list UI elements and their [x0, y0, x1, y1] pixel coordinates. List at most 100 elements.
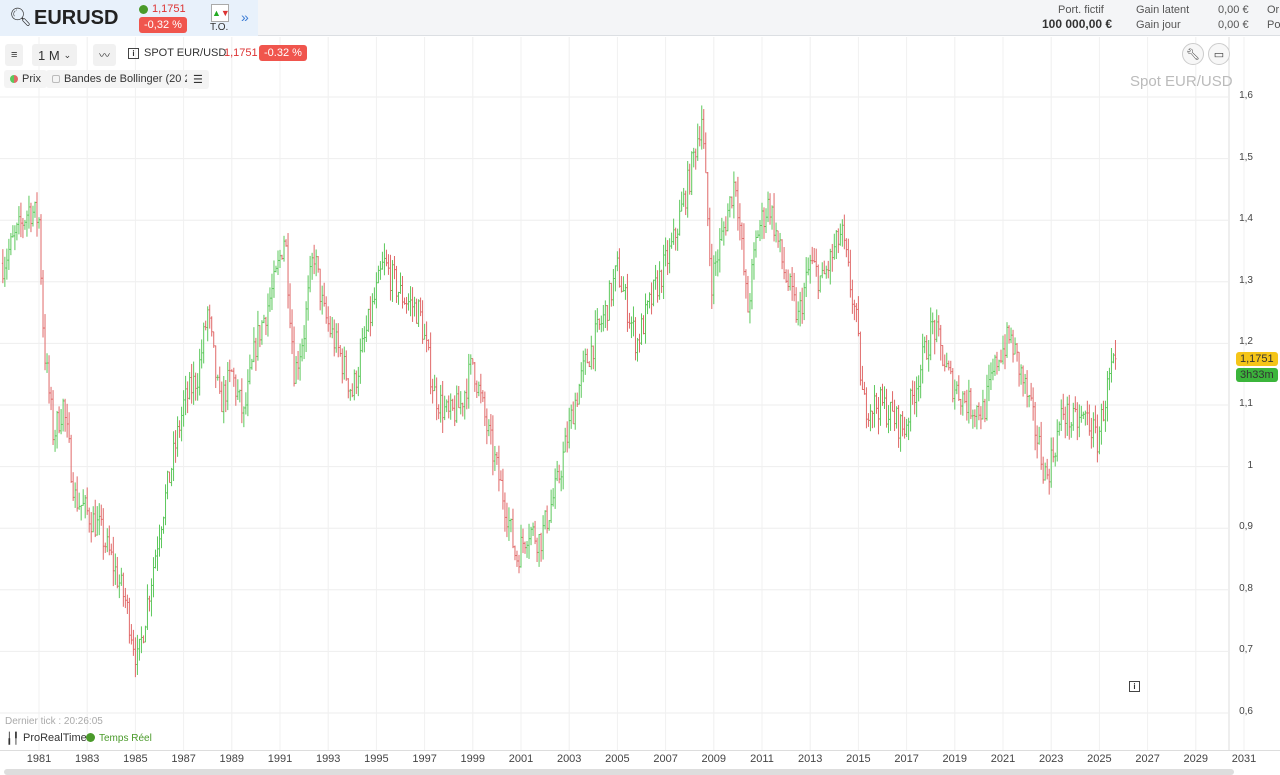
horizontal-scrollbar[interactable]	[4, 769, 1234, 775]
orders-label[interactable]: Or	[1267, 4, 1280, 16]
ohlc-bar-up	[989, 362, 992, 390]
last-tick: Dernier tick : 20:26:05	[5, 716, 103, 727]
ohlc-bar-down	[212, 331, 215, 348]
ohlc-bar-down	[656, 270, 659, 303]
ohlc-bar-down	[1030, 382, 1033, 401]
ohlc-bar-down	[881, 383, 884, 406]
to-label[interactable]: T.O.	[210, 22, 229, 33]
ohlc-bar-down	[122, 572, 125, 607]
y-tick-label: 1,6	[1239, 90, 1253, 101]
search-icon[interactable]: 🔍︎	[9, 7, 32, 27]
ohlc-bar-down	[214, 345, 217, 389]
ohlc-bar-up	[96, 506, 99, 536]
ohlc-bar-down	[395, 265, 398, 303]
symbol-name[interactable]: EURUSD	[34, 7, 119, 29]
ohlc-bar-down	[194, 372, 197, 401]
ohlc-bar-up	[60, 409, 63, 435]
ohlc-bar-up	[630, 316, 633, 339]
symbol-panel[interactable]: 🔍︎ EURUSD 1,1751 -0,32 % ▲▼ T.O. »	[0, 0, 258, 36]
ohlc-bar-down	[435, 377, 438, 421]
x-tick-label: 1999	[460, 753, 486, 765]
ohlc-bar-down	[425, 321, 428, 353]
top-bar: 🔍︎ EURUSD 1,1751 -0,32 % ▲▼ T.O. » Port.…	[0, 0, 1280, 36]
ohlc-bar-up	[295, 356, 298, 384]
info-icon[interactable]: i	[128, 48, 139, 59]
ohlc-bar-up	[301, 338, 304, 362]
ohlc-bar-up	[158, 524, 161, 557]
ohlc-bar-up	[463, 390, 466, 420]
period-select[interactable]: 1 M ⌄	[32, 44, 78, 66]
ohlc-bar-up	[1014, 337, 1017, 355]
ohlc-bar-down	[401, 276, 404, 309]
trading-order-icon[interactable]: ▲▼	[211, 4, 230, 22]
ohlc-bar-down	[817, 264, 820, 300]
expand-icon[interactable]: »	[241, 9, 249, 25]
ohlc-bar-down	[933, 319, 936, 355]
ohlc-bar-up	[206, 306, 209, 342]
legend-price[interactable]: Prix	[4, 70, 47, 88]
drag-handle-icon[interactable]: ≡	[5, 44, 24, 66]
gain-jour-label: Gain jour	[1136, 19, 1181, 31]
ohlc-bar-down	[76, 476, 79, 512]
ohlc-bar-up	[809, 254, 812, 284]
ohlc-bar-down	[451, 398, 454, 411]
ohlc-bar-down	[429, 332, 432, 395]
price-chart[interactable]	[0, 37, 1280, 775]
ohlc-bar-up	[756, 230, 759, 238]
x-tick-label: 2025	[1087, 753, 1112, 765]
ohlc-bar-up	[152, 557, 155, 598]
ohlc-bar-up	[371, 293, 374, 327]
ohlc-bar-down	[102, 508, 105, 560]
ohlc-bar-down	[536, 537, 539, 563]
ohlc-bar-up	[1104, 400, 1107, 432]
ohlc-bar-up	[895, 406, 898, 429]
ohlc-bar-down	[1036, 425, 1039, 459]
ohlc-bar-down	[937, 315, 940, 337]
ohlc-bar-down	[485, 408, 488, 445]
ohlc-bar-down	[285, 239, 288, 247]
ohlc-bar-up	[758, 220, 761, 242]
ohlc-bar-up	[1060, 399, 1063, 431]
ohlc-bar-up	[662, 244, 665, 300]
ohlc-bar-up	[176, 416, 179, 457]
ohlc-bar-up	[118, 574, 121, 599]
checkbox[interactable]	[52, 75, 60, 83]
ohlc-bar-up	[377, 265, 380, 284]
ohlc-bar-down	[1012, 329, 1015, 363]
ohlc-bar-up	[433, 374, 436, 392]
ohlc-bar-down	[351, 383, 354, 398]
ohlc-bar-down	[1046, 458, 1049, 480]
ohlc-bar-up	[3, 256, 6, 287]
ohlc-bar-down	[317, 256, 320, 273]
y-tick-label: 1,1	[1239, 398, 1253, 409]
ohlc-bar-down	[688, 163, 691, 195]
ohlc-bar-up	[765, 208, 768, 234]
ohlc-bar-down	[865, 387, 868, 429]
y-tick-label: 0,6	[1239, 706, 1253, 717]
ohlc-bar-up	[114, 553, 117, 585]
ohlc-bar-down	[566, 421, 569, 453]
info-icon[interactable]: i	[1129, 681, 1140, 692]
ohlc-bar-down	[999, 349, 1002, 364]
y-tick-label: 0,9	[1239, 521, 1253, 533]
ohlc-bar-down	[293, 326, 296, 387]
positions-label[interactable]: Po	[1267, 19, 1280, 31]
ohlc-bar-down	[126, 594, 129, 614]
ohlc-bar-up	[469, 354, 472, 375]
ohlc-bar-down	[1102, 400, 1105, 422]
ohlc-bar-down	[421, 300, 424, 344]
list-icon[interactable]: ☰	[187, 70, 209, 89]
ohlc-bar-up	[676, 228, 679, 251]
window-icon[interactable]: ▭	[1208, 43, 1230, 65]
ohlc-bar-down	[973, 409, 976, 428]
ohlc-bar-up	[532, 522, 535, 536]
wrench-icon[interactable]: 🔧︎	[1182, 43, 1204, 65]
indicators-icon[interactable]: 〰	[93, 44, 116, 66]
ohlc-bar-up	[550, 489, 553, 524]
ohlc-bar-down	[666, 240, 669, 275]
ohlc-bar-down	[1088, 404, 1091, 436]
ohlc-bar-down	[588, 361, 591, 368]
x-tick-label: 1997	[412, 753, 437, 765]
legend-bollinger[interactable]: Bandes de Bollinger (20 2)	[46, 70, 201, 88]
chart-title: Spot EUR/USD	[1130, 73, 1233, 90]
